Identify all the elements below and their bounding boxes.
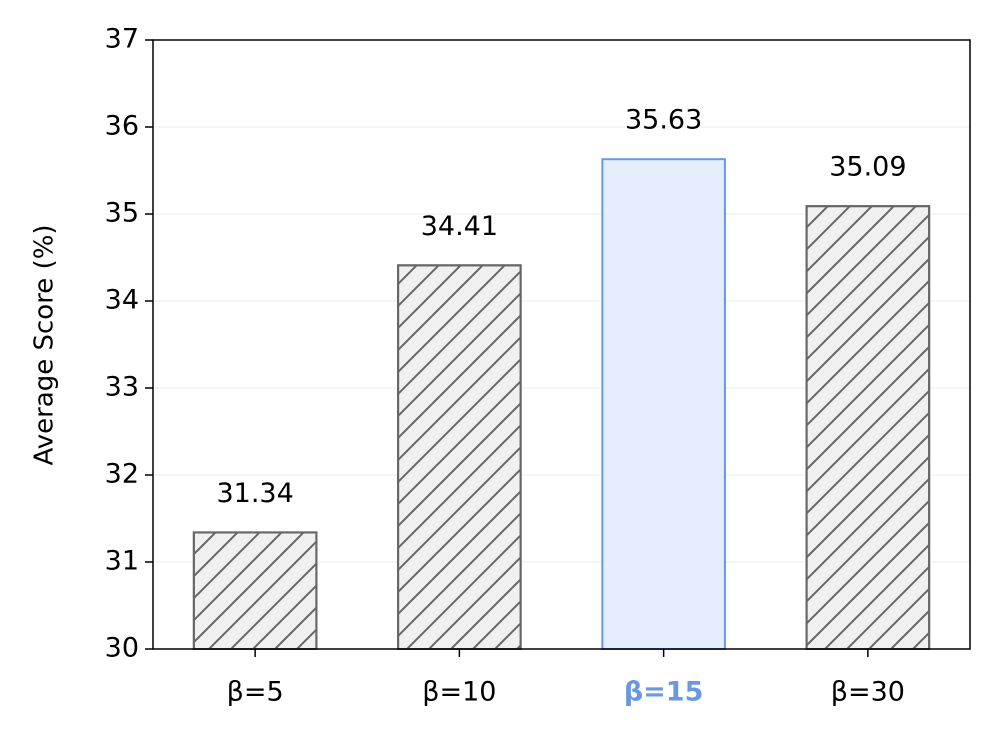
y-tick-label: 33: [105, 372, 139, 403]
value-label: 31.34: [216, 478, 293, 509]
y-tick-label: 34: [105, 285, 139, 316]
y-tick-label: 36: [105, 111, 139, 142]
x-tick-label: β=5: [227, 677, 284, 708]
bar-hatch: [397, 264, 522, 650]
y-tick-label: 35: [105, 198, 139, 229]
y-tick-label: 37: [105, 24, 139, 55]
bar-hatch: [192, 531, 318, 650]
x-tick-label: β=30: [831, 677, 905, 708]
y-tick-label: 30: [105, 633, 139, 664]
y-tick-label: 32: [105, 459, 139, 490]
x-tick-label: β=10: [422, 677, 496, 708]
value-label: 35.63: [625, 105, 702, 136]
value-label: 35.09: [829, 152, 906, 183]
x-tick-label: β=15: [624, 677, 704, 708]
bar-hatch: [805, 205, 931, 650]
value-label: 34.41: [421, 211, 498, 242]
bar: [601, 158, 726, 650]
y-tick-label: 31: [105, 546, 139, 577]
plot-frame: [152, 39, 971, 650]
y-axis-label: Average Score (%): [30, 224, 60, 465]
